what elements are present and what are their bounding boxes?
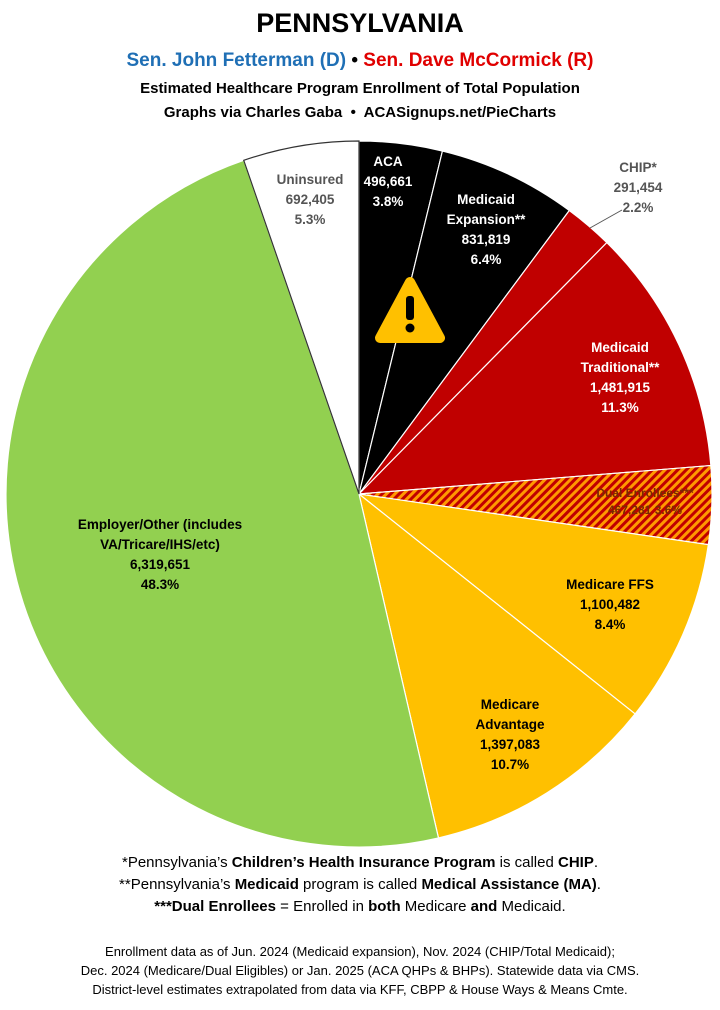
percent-label: 8.4%	[594, 617, 626, 632]
slice-label: Medicaid Expansion** 831,819 6.4%	[436, 190, 536, 270]
category-label: Employer/Other (includes VA/Tricare/IHS/…	[77, 517, 243, 552]
category-label: Medicare FFS	[566, 577, 654, 592]
value-label: 831,819	[461, 232, 511, 247]
footnote-part: *Pennsylvania’s	[121, 854, 232, 871]
pie-slice	[358, 150, 571, 495]
pie-slice	[242, 140, 360, 495]
footnote-part: Children’s Health Insurance Program	[231, 854, 496, 871]
senator: Sen. Dave McCormick (R)	[363, 50, 594, 71]
pie-slice	[357, 241, 712, 495]
slice-label: CHIP* 291,454 2.2%	[593, 158, 683, 218]
category-label: ACA	[373, 154, 403, 169]
slice-label: Employer/Other (includes VA/Tricare/IHS/…	[30, 515, 290, 595]
value-label: 1,481,915	[589, 380, 651, 395]
slice-label: Medicare FFS 1,100,482 8.4%	[545, 575, 675, 635]
footnote-part: program is called	[298, 876, 422, 893]
footnote: **Pennsylvania’s Medicaid program is cal…	[0, 874, 720, 896]
source-line: Enrollment data as of Jun. 2024 (Medicai…	[105, 944, 615, 959]
percent-label: 11.3%	[601, 400, 639, 415]
category-label: Medicaid Expansion**	[446, 192, 526, 227]
footnote-part: both	[368, 898, 401, 915]
category-label: Medicaid Traditional**	[580, 340, 660, 375]
slice-label: Dual Enrollees*** 467,281 3.6%	[575, 485, 715, 519]
category-label: CHIP*	[619, 160, 657, 175]
footnote-part: .	[596, 876, 601, 893]
category-label: Uninsured	[276, 172, 344, 187]
percent-label: 10.7%	[490, 757, 530, 772]
percent-label: 3.6%	[654, 503, 683, 517]
credit: Graphs via Charles Gaba • ACASignups.net…	[163, 104, 557, 121]
footnote-part: = Enrolled in	[276, 898, 369, 915]
leader-line	[589, 209, 623, 229]
value-label: 1,397,083	[479, 737, 541, 752]
footnote-part: **Pennsylvania’s	[119, 876, 235, 893]
separator: •	[351, 50, 359, 71]
value-label: 291,454	[613, 180, 663, 195]
source-note: Enrollment data as of Jun. 2024 (Medicai…	[0, 942, 720, 999]
value-label: 467,281	[607, 503, 652, 517]
footnote: ***Dual Enrollees = Enrolled in both Med…	[0, 896, 720, 918]
senators: Sen. John Fetterman (D) • Sen. Dave McCo…	[0, 50, 720, 72]
pie-slice	[358, 492, 636, 839]
source-line: Dec. 2024 (Medicare/Dual Eligibles) or J…	[80, 963, 640, 978]
subtitle: Estimated Healthcare Program Enrollment …	[140, 80, 580, 97]
percent-label: 48.3%	[140, 577, 180, 592]
category-label: Dual Enrollees***	[596, 486, 694, 500]
footnote-part: CHIP	[558, 854, 594, 871]
footnote-part: is called	[495, 854, 558, 871]
footnote-part: Medicaid	[234, 876, 299, 893]
senator: Sen. John Fetterman (D)	[126, 50, 347, 71]
pie-slice	[356, 493, 710, 715]
slice-label: Medicaid Traditional** 1,481,915 11.3%	[555, 338, 685, 418]
footnote-part: and	[470, 898, 498, 915]
value-label: 496,661	[363, 174, 413, 189]
pie-slice	[5, 159, 440, 848]
warning-icon	[375, 277, 445, 343]
value-label: 692,405	[285, 192, 335, 207]
slice-label: Medicare Advantage 1,397,083 10.7%	[450, 695, 570, 775]
footnote-part: Medicaid.	[497, 898, 566, 915]
slice-label: ACA 496,661 3.8%	[353, 152, 423, 212]
value-label: 1,100,482	[579, 597, 641, 612]
footnotes: *Pennsylvania’s Children’s Health Insura…	[0, 852, 720, 918]
percent-label: 5.3%	[294, 212, 326, 227]
chart-title: PENNSYLVANIA	[256, 8, 464, 38]
percent-label: 2.2%	[622, 200, 654, 215]
footnote-part: ***Dual Enrollees	[154, 898, 276, 915]
footnote: *Pennsylvania’s Children’s Health Insura…	[0, 852, 720, 874]
pie	[5, 140, 713, 848]
footnote-part: Medical Assistance (MA)	[421, 876, 597, 893]
category-label: Medicare Advantage	[475, 697, 545, 732]
percent-label: 3.8%	[372, 194, 404, 209]
value-line: 467,281 3.6%	[575, 502, 715, 519]
slice-label: Uninsured 692,405 5.3%	[260, 170, 360, 230]
footnote-part: .	[593, 854, 599, 871]
value-label: 6,319,651	[129, 557, 191, 572]
source-line: District-level estimates extrapolated fr…	[92, 982, 628, 997]
footnote-part: Medicare	[400, 898, 471, 915]
percent-label: 6.4%	[470, 252, 502, 267]
